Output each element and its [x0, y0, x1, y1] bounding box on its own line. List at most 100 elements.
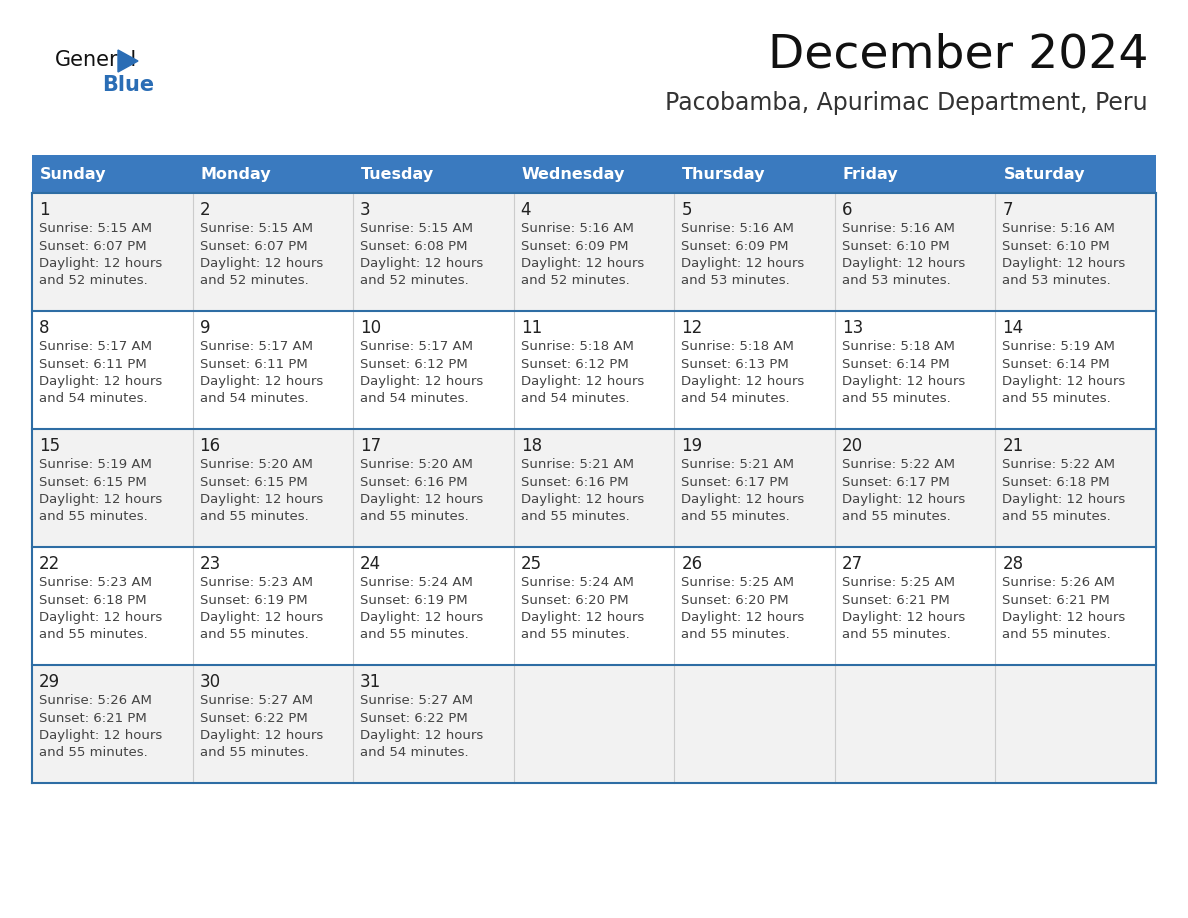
Text: Sunrise: 5:17 AM: Sunrise: 5:17 AM: [200, 341, 312, 353]
Text: Daylight: 12 hours: Daylight: 12 hours: [200, 492, 323, 506]
Text: and 55 minutes.: and 55 minutes.: [39, 509, 147, 522]
Text: 20: 20: [842, 437, 862, 455]
Bar: [32, 155, 192, 193]
Text: and 55 minutes.: and 55 minutes.: [842, 509, 950, 522]
Bar: [835, 155, 996, 193]
Text: 1: 1: [39, 201, 50, 219]
Polygon shape: [118, 50, 138, 72]
Text: Sunrise: 5:18 AM: Sunrise: 5:18 AM: [842, 341, 955, 353]
Text: Sunset: 6:11 PM: Sunset: 6:11 PM: [200, 357, 308, 371]
Text: 9: 9: [200, 319, 210, 337]
Text: Sunrise: 5:22 AM: Sunrise: 5:22 AM: [842, 458, 955, 472]
Text: 4: 4: [520, 201, 531, 219]
Text: and 55 minutes.: and 55 minutes.: [360, 628, 469, 641]
Text: and 52 minutes.: and 52 minutes.: [39, 274, 147, 286]
Text: Sunset: 6:12 PM: Sunset: 6:12 PM: [360, 357, 468, 371]
Text: Sunrise: 5:23 AM: Sunrise: 5:23 AM: [39, 577, 152, 589]
Text: Sunset: 6:21 PM: Sunset: 6:21 PM: [1003, 594, 1110, 607]
Text: Monday: Monday: [201, 167, 271, 183]
Text: Daylight: 12 hours: Daylight: 12 hours: [842, 492, 965, 506]
Text: Sunset: 6:14 PM: Sunset: 6:14 PM: [1003, 357, 1110, 371]
Bar: [996, 155, 1156, 193]
Text: Sunrise: 5:19 AM: Sunrise: 5:19 AM: [1003, 341, 1116, 353]
Text: Sunrise: 5:23 AM: Sunrise: 5:23 AM: [200, 577, 312, 589]
Text: 8: 8: [39, 319, 50, 337]
Text: Sunset: 6:17 PM: Sunset: 6:17 PM: [842, 476, 949, 488]
Text: 25: 25: [520, 555, 542, 573]
Text: Daylight: 12 hours: Daylight: 12 hours: [520, 492, 644, 506]
Text: Sunset: 6:21 PM: Sunset: 6:21 PM: [39, 711, 147, 724]
Text: Sunset: 6:08 PM: Sunset: 6:08 PM: [360, 240, 468, 252]
Text: Daylight: 12 hours: Daylight: 12 hours: [681, 256, 804, 270]
Text: Daylight: 12 hours: Daylight: 12 hours: [842, 375, 965, 387]
Text: and 55 minutes.: and 55 minutes.: [200, 745, 309, 758]
Text: Daylight: 12 hours: Daylight: 12 hours: [39, 256, 163, 270]
Text: 14: 14: [1003, 319, 1024, 337]
Text: Daylight: 12 hours: Daylight: 12 hours: [520, 610, 644, 623]
Bar: [192, 155, 353, 193]
Text: Sunset: 6:19 PM: Sunset: 6:19 PM: [360, 594, 468, 607]
Text: Sunset: 6:20 PM: Sunset: 6:20 PM: [681, 594, 789, 607]
Text: December 2024: December 2024: [767, 32, 1148, 77]
Text: and 55 minutes.: and 55 minutes.: [39, 628, 147, 641]
Text: Sunset: 6:20 PM: Sunset: 6:20 PM: [520, 594, 628, 607]
Text: and 54 minutes.: and 54 minutes.: [360, 745, 469, 758]
Text: and 52 minutes.: and 52 minutes.: [200, 274, 309, 286]
Text: Sunrise: 5:15 AM: Sunrise: 5:15 AM: [200, 222, 312, 236]
Text: and 55 minutes.: and 55 minutes.: [200, 628, 309, 641]
Text: and 54 minutes.: and 54 minutes.: [520, 391, 630, 405]
Text: Sunset: 6:07 PM: Sunset: 6:07 PM: [200, 240, 308, 252]
Text: and 52 minutes.: and 52 minutes.: [360, 274, 469, 286]
Text: Sunrise: 5:24 AM: Sunrise: 5:24 AM: [520, 577, 633, 589]
Text: 11: 11: [520, 319, 542, 337]
Text: Friday: Friday: [842, 167, 898, 183]
Bar: [32, 429, 1156, 547]
Text: Daylight: 12 hours: Daylight: 12 hours: [1003, 256, 1126, 270]
Text: Sunset: 6:18 PM: Sunset: 6:18 PM: [39, 594, 146, 607]
Text: Sunrise: 5:15 AM: Sunrise: 5:15 AM: [39, 222, 152, 236]
Text: and 55 minutes.: and 55 minutes.: [681, 509, 790, 522]
Text: and 55 minutes.: and 55 minutes.: [520, 628, 630, 641]
Text: Blue: Blue: [102, 75, 154, 95]
Text: Daylight: 12 hours: Daylight: 12 hours: [1003, 492, 1126, 506]
Text: Daylight: 12 hours: Daylight: 12 hours: [360, 492, 484, 506]
Text: Daylight: 12 hours: Daylight: 12 hours: [681, 610, 804, 623]
Text: Daylight: 12 hours: Daylight: 12 hours: [39, 492, 163, 506]
Bar: [353, 155, 513, 193]
Text: Sunset: 6:11 PM: Sunset: 6:11 PM: [39, 357, 147, 371]
Text: Daylight: 12 hours: Daylight: 12 hours: [520, 256, 644, 270]
Bar: [32, 547, 1156, 665]
Text: Daylight: 12 hours: Daylight: 12 hours: [200, 729, 323, 742]
Text: Sunrise: 5:27 AM: Sunrise: 5:27 AM: [360, 695, 473, 708]
Text: Sunset: 6:10 PM: Sunset: 6:10 PM: [1003, 240, 1110, 252]
Text: Sunrise: 5:26 AM: Sunrise: 5:26 AM: [39, 695, 152, 708]
Text: Daylight: 12 hours: Daylight: 12 hours: [842, 610, 965, 623]
Text: Daylight: 12 hours: Daylight: 12 hours: [360, 729, 484, 742]
Text: and 55 minutes.: and 55 minutes.: [520, 509, 630, 522]
Text: Daylight: 12 hours: Daylight: 12 hours: [360, 610, 484, 623]
Text: Daylight: 12 hours: Daylight: 12 hours: [360, 375, 484, 387]
Text: Sunrise: 5:20 AM: Sunrise: 5:20 AM: [360, 458, 473, 472]
Text: Sunrise: 5:17 AM: Sunrise: 5:17 AM: [39, 341, 152, 353]
Text: 10: 10: [360, 319, 381, 337]
Text: and 55 minutes.: and 55 minutes.: [1003, 509, 1111, 522]
Text: Sunset: 6:07 PM: Sunset: 6:07 PM: [39, 240, 146, 252]
Text: 5: 5: [681, 201, 691, 219]
Text: 18: 18: [520, 437, 542, 455]
Text: and 55 minutes.: and 55 minutes.: [681, 628, 790, 641]
Text: 15: 15: [39, 437, 61, 455]
Text: Sunrise: 5:19 AM: Sunrise: 5:19 AM: [39, 458, 152, 472]
Text: and 55 minutes.: and 55 minutes.: [842, 391, 950, 405]
Text: and 53 minutes.: and 53 minutes.: [1003, 274, 1111, 286]
Text: Daylight: 12 hours: Daylight: 12 hours: [200, 610, 323, 623]
Text: Sunrise: 5:26 AM: Sunrise: 5:26 AM: [1003, 577, 1116, 589]
Text: Sunset: 6:09 PM: Sunset: 6:09 PM: [681, 240, 789, 252]
Text: Sunset: 6:17 PM: Sunset: 6:17 PM: [681, 476, 789, 488]
Text: Sunrise: 5:21 AM: Sunrise: 5:21 AM: [681, 458, 795, 472]
Text: Thursday: Thursday: [682, 167, 766, 183]
Text: Sunrise: 5:18 AM: Sunrise: 5:18 AM: [681, 341, 794, 353]
Text: 2: 2: [200, 201, 210, 219]
Text: 27: 27: [842, 555, 862, 573]
Text: Sunrise: 5:16 AM: Sunrise: 5:16 AM: [842, 222, 955, 236]
Text: and 54 minutes.: and 54 minutes.: [39, 391, 147, 405]
